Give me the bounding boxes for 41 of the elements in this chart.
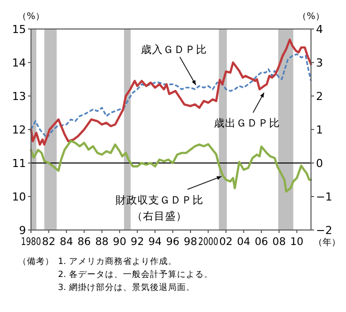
y-tick-label: 10 — [12, 190, 26, 204]
y2-tick-label: −2 — [316, 224, 332, 237]
text: 1. アメリカ商務省より作成。 — [58, 256, 177, 267]
x-tick-label: 96 — [166, 236, 180, 248]
annotation: 財政収支ＧＤＰ比（右目盛） — [116, 193, 204, 222]
x-tick-label: 02 — [219, 236, 233, 248]
x-tick-label: 90 — [112, 236, 126, 248]
y-tick-label: 12 — [12, 124, 26, 136]
line-series — [30, 53, 312, 139]
line-series — [30, 140, 312, 193]
x-axis-title: （年） — [314, 237, 340, 248]
x-tick-label: 94 — [148, 236, 162, 248]
line-series — [30, 38, 312, 146]
x-tick-label: 84 — [60, 236, 74, 248]
x-tick-label: 82 — [42, 236, 56, 248]
y2-tick-label: −1 — [316, 190, 332, 204]
x-tick-label: 06 — [254, 236, 268, 248]
y2-tick-label: 4 — [316, 23, 323, 36]
y-tick-label: 9 — [19, 224, 26, 237]
x-tick-label: 98 — [184, 236, 198, 248]
y2-tick-label: 0 — [316, 157, 323, 170]
y-tick-label: 11 — [12, 157, 26, 170]
annotation: 歳入ＧＤＰ比 — [140, 42, 207, 56]
y-tick-label: 14 — [12, 56, 26, 70]
y-axis-title: （%） — [18, 12, 44, 22]
y2-tick-label: 2 — [316, 90, 323, 103]
y2-tick-label: 3 — [316, 56, 323, 70]
text: 2. 各データは、一般会計予算による。 — [58, 269, 213, 280]
x-tick-label: 08 — [272, 236, 286, 248]
text: （備考） — [18, 256, 54, 267]
text: 3. 網掛け部分は、景気後退局面。 — [58, 282, 195, 293]
y2-axis-title: （%） — [298, 12, 324, 22]
y2-tick-label: 1 — [316, 124, 323, 136]
x-tick-label: 92 — [130, 236, 144, 248]
y-tick-label: 13 — [12, 90, 26, 103]
x-tick-label: 88 — [95, 236, 109, 248]
x-tick-label: 10 — [290, 236, 304, 248]
x-tick-label: 86 — [77, 236, 92, 248]
annotation: 歳出ＧＤＰ比 — [214, 116, 280, 130]
y-tick-label: 15 — [12, 23, 26, 36]
x-tick-label: 04 — [236, 236, 251, 248]
